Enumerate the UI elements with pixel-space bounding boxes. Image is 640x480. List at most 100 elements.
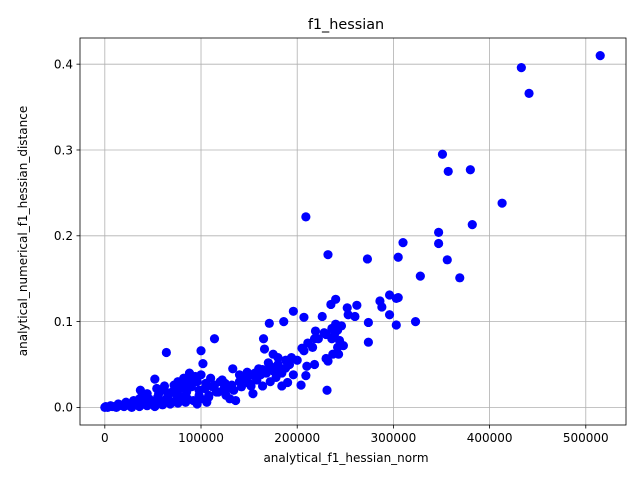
data-point [229,385,239,395]
data-point [123,399,133,409]
data-point [196,346,206,356]
data-point [301,371,311,381]
data-point [134,394,145,404]
data-point [282,377,293,388]
data-point [269,366,279,376]
data-point [415,271,425,281]
data-point [257,381,268,391]
x-tick-label: 300000 [370,431,416,445]
data-point [410,316,421,327]
data-point [393,252,403,262]
data-point [524,88,534,98]
data-point [196,370,206,380]
data-point [234,370,245,380]
data-point [313,334,323,344]
data-point [377,302,387,312]
data-point [434,227,444,237]
data-point [443,166,453,177]
data-point [384,310,395,320]
data-point [265,377,275,387]
data-point [309,359,320,370]
data-point [516,63,526,73]
data-point [152,383,162,394]
data-point [292,355,302,365]
data-point [228,364,238,374]
data-point [442,255,452,265]
chart-title: f1_hessian [308,17,384,33]
data-point [328,349,338,359]
data-point [338,341,348,351]
data-point [248,389,258,399]
gridlines [80,38,626,425]
data-point [209,380,220,390]
x-tick-label: 400000 [467,431,513,445]
data-point [161,347,171,358]
data-point [363,337,373,347]
data-point [288,306,298,316]
data-point [323,356,333,366]
data-point [342,303,352,313]
data-point [169,380,179,390]
plot-area [80,38,626,425]
data-point [202,397,212,407]
data-point [182,394,193,404]
x-axis-ticks: 0 100000 200000 300000 400000 500000 [101,425,609,445]
data-point [192,377,202,387]
data-point [200,383,210,394]
data-point [310,326,321,336]
data-point [198,359,208,369]
data-point [258,334,269,344]
data-point [107,401,118,412]
data-point [363,317,373,328]
data-point [299,346,309,356]
data-point [350,311,360,322]
data-point [434,238,444,249]
data-point [301,212,311,222]
y-tick-label: 0.0 [54,401,73,415]
data-point [268,349,278,359]
y-tick-label: 0.2 [54,229,73,243]
data-point [288,370,298,380]
data-point [455,273,465,283]
data-point [236,382,247,392]
data-point [352,300,362,310]
data-point [398,238,408,248]
data-point [336,321,347,331]
data-point [327,334,337,344]
data-point [393,292,403,303]
data-point [319,328,329,338]
data-point [261,368,272,378]
data-points [100,50,605,413]
x-axis-title: analytical_f1_hessian_norm [263,451,428,465]
axes-frame [79,37,627,426]
data-point [284,359,295,370]
data-point [244,378,254,388]
data-point [465,165,475,175]
x-tick-label: 0 [101,431,109,445]
data-point [302,361,312,371]
data-point [115,400,125,410]
data-point [279,316,289,327]
data-point [277,368,287,378]
data-point [362,254,373,264]
data-point [146,395,156,406]
data-point [323,250,333,260]
data-point [273,359,283,370]
data-point [179,373,189,383]
data-point [497,198,507,208]
data-point [296,380,306,390]
data-point [142,389,152,399]
data-point [150,374,160,384]
data-point [326,299,336,310]
data-point [299,312,309,322]
y-tick-label: 0.3 [54,143,73,157]
data-point [217,375,227,385]
data-point [317,311,327,322]
data-point [437,149,448,159]
data-point [171,395,181,406]
data-point [221,390,231,400]
data-point [391,320,401,330]
data-point [209,334,220,344]
data-point [307,342,318,352]
